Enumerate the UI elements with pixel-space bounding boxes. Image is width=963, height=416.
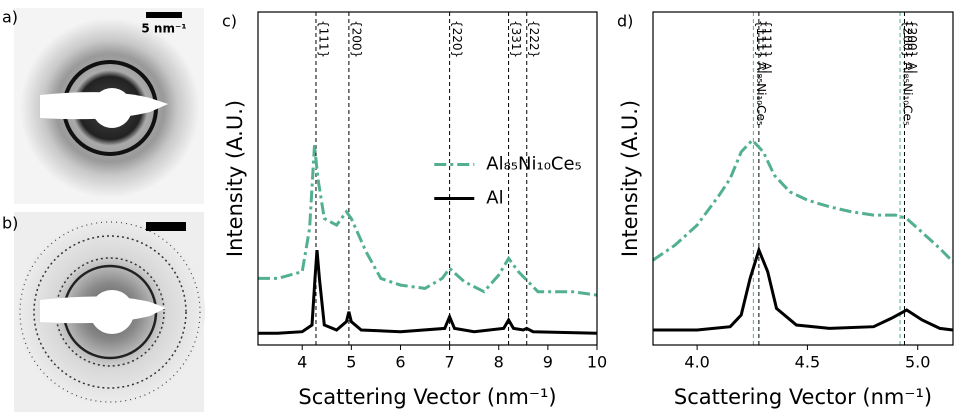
scale-label: 5 nm⁻¹: [141, 22, 186, 36]
data-line: [652, 138, 955, 263]
x-tick-label: 5.0: [905, 353, 930, 372]
beam-stop: [90, 290, 134, 334]
panel-a: 5 nm⁻¹ a): [2, 8, 204, 204]
y-axis-label: Intensity (A.U.): [223, 100, 247, 257]
ring: [55, 257, 165, 367]
reference-label: {331}: [509, 20, 523, 58]
y-axis-label: Intensity (A.U.): [618, 100, 642, 257]
reference-label: {220}: [450, 20, 464, 58]
x-tick-label: 4: [297, 353, 307, 372]
scale-bar: [146, 222, 186, 231]
x-axis-label: Scattering Vector (nm⁻¹): [298, 385, 556, 409]
reference-label: {111} Al: [759, 20, 773, 74]
scale-bar: [146, 12, 182, 18]
reference-label: {200}: [349, 20, 363, 58]
legend-label: Al: [486, 188, 503, 209]
ring: [33, 235, 187, 389]
panel-label: b): [2, 214, 18, 233]
x-tick-label: 4.0: [684, 353, 709, 372]
panel-b: b): [2, 212, 205, 412]
beam-stop: [92, 88, 132, 128]
panel-label: d): [617, 12, 633, 31]
reference-label: {222}: [527, 20, 541, 58]
panel-label: a): [2, 8, 18, 27]
x-tick-label: 10: [587, 353, 607, 372]
x-tick-label: 4.5: [795, 353, 820, 372]
ring: [19, 221, 201, 403]
x-tick-label: 5: [346, 353, 356, 372]
x-tick-label: 6: [395, 353, 405, 372]
data-line: [258, 145, 598, 297]
legend-label: Al₈₅Ni₁₀Ce₅: [486, 154, 582, 175]
reference-label: {200} Al: [905, 20, 919, 74]
data-line: [653, 245, 954, 332]
data-line: [258, 249, 598, 335]
reference-label: {111}: [316, 20, 330, 58]
plot-frame: [257, 11, 598, 346]
plot-frame: [652, 11, 954, 346]
x-tick-label: 8: [494, 353, 504, 372]
panel-label: c): [222, 12, 237, 31]
reference-label: {111} Al₈₅Ni₁₀Ce₅: [754, 20, 768, 126]
x-tick-label: 9: [543, 353, 553, 372]
x-tick-label: 7: [445, 353, 455, 372]
charts: {111} {200} {220} {331} {222} 4 5 6 7 8 9 10 Scatter…: [222, 11, 955, 409]
x-axis-label: Scattering Vector (nm⁻¹): [674, 385, 932, 409]
